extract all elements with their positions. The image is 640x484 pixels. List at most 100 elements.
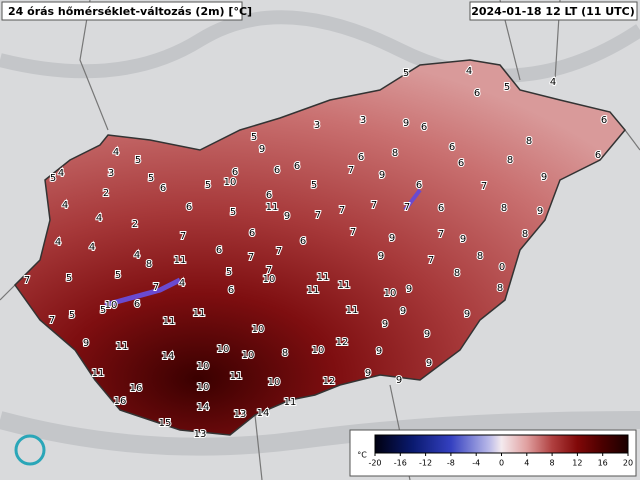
colorbar-tick-label: 16 (598, 459, 608, 468)
station-value: 6 (274, 165, 280, 176)
station-value: 9 (460, 234, 466, 245)
station-value: 6 (300, 236, 306, 247)
station-value: 11 (193, 308, 206, 319)
station-value: 10 (224, 177, 237, 188)
station-value: 7 (266, 265, 272, 276)
station-value: 7 (180, 231, 186, 242)
station-value: 6 (601, 115, 607, 126)
station-value: 3 (108, 168, 114, 179)
station-value: 7 (49, 315, 55, 326)
station-value: 11 (266, 202, 279, 213)
station-value: 5 (66, 273, 72, 284)
station-value: 7 (428, 255, 434, 266)
station-value: 7 (339, 205, 345, 216)
station-value: 9 (259, 144, 265, 155)
station-value: 6 (358, 152, 364, 163)
station-value: 10 (242, 350, 255, 361)
station-value: 6 (294, 161, 300, 172)
station-value: 9 (379, 170, 385, 181)
colorbar-unit: °C (357, 451, 367, 460)
hungary (14, 59, 626, 436)
station-value: 7 (481, 181, 487, 192)
station-value: 6 (228, 285, 234, 296)
station-value: 9 (541, 172, 547, 183)
station-value: 9 (537, 206, 543, 217)
station-value: 11 (174, 255, 187, 266)
station-value: 9 (83, 338, 89, 349)
station-value: 5 (115, 270, 121, 281)
station-value: 11 (92, 368, 105, 379)
station-value: 9 (403, 118, 409, 129)
station-value: 13 (234, 409, 247, 420)
terrain (0, 411, 640, 456)
station-value: 11 (346, 305, 359, 316)
station-value: 6 (474, 88, 480, 99)
station-value: 11 (317, 272, 330, 283)
station-value: 6 (416, 180, 422, 191)
station-value: 9 (365, 368, 371, 379)
colorbar-tick-label: 8 (550, 459, 555, 468)
station-value: 9 (426, 358, 432, 369)
station-value: 4 (466, 66, 472, 77)
station-value: 14 (197, 402, 210, 413)
station-value: 12 (323, 376, 336, 387)
station-value: 11 (116, 341, 129, 352)
station-value: 6 (595, 150, 601, 161)
station-value: 6 (458, 158, 464, 169)
station-value: 4 (96, 213, 102, 224)
station-value: 4 (550, 77, 556, 88)
station-value: 11 (338, 280, 351, 291)
colorbar (374, 434, 629, 454)
station-value: 5 (251, 132, 257, 143)
station-value: 7 (315, 210, 321, 221)
station-value: 7 (248, 252, 254, 263)
colorbar-tick-label: 20 (623, 459, 633, 468)
station-value: 5 (504, 82, 510, 93)
colorbar-tick-label: 0 (499, 459, 504, 468)
station-value: 12 (336, 337, 349, 348)
station-value: 8 (282, 348, 288, 359)
station-value: 11 (284, 397, 297, 408)
colorbar-tick-label: -16 (394, 459, 407, 468)
station-value: 9 (376, 346, 382, 357)
colorbar-tick-label: 12 (572, 459, 582, 468)
station-value: 7 (276, 246, 282, 257)
station-value: 13 (194, 429, 207, 440)
station-value: 4 (89, 242, 95, 253)
station-value: 3 (314, 120, 320, 131)
station-value: 4 (62, 200, 68, 211)
station-value: 5 (205, 180, 211, 191)
station-value: 9 (406, 284, 412, 295)
station-value: 15 (159, 418, 172, 429)
station-value: 7 (348, 165, 354, 176)
station-value: 16 (114, 396, 127, 407)
station-value: 7 (350, 227, 356, 238)
colorbar-tick-label: -4 (472, 459, 480, 468)
station-value: 8 (454, 268, 460, 279)
station-value: 8 (392, 148, 398, 159)
station-value: 3 (360, 115, 366, 126)
station-value: 11 (307, 285, 320, 296)
station-value: 5 (148, 173, 154, 184)
station-value: 7 (404, 202, 410, 213)
station-value: 2 (132, 219, 138, 230)
station-value: 8 (497, 283, 503, 294)
station-value: 8 (477, 251, 483, 262)
station-value: 4 (113, 147, 119, 158)
station-value: 9 (464, 309, 470, 320)
station-value: 9 (424, 329, 430, 340)
station-value: 9 (400, 306, 406, 317)
title-box (1, 1, 243, 21)
station-value: 9 (378, 251, 384, 262)
station-value: 5 (226, 267, 232, 278)
station-value: 5 (69, 310, 75, 321)
station-value: 6 (266, 190, 272, 201)
station-value: 4 (179, 278, 185, 289)
station-value: 6 (216, 245, 222, 256)
station-value: 9 (389, 233, 395, 244)
station-value: 4 (134, 250, 140, 261)
station-value: 7 (24, 275, 30, 286)
station-value: 5 (50, 173, 56, 184)
